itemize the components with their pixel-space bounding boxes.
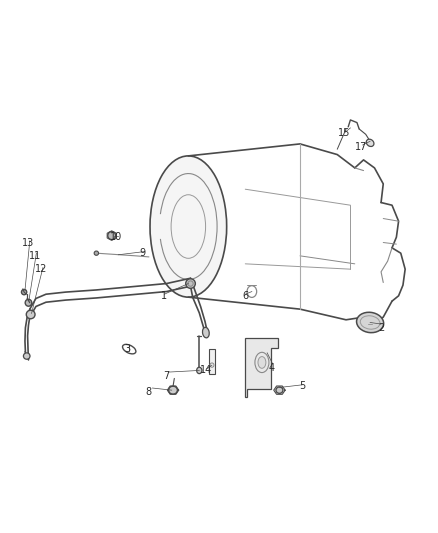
Ellipse shape [197, 367, 202, 374]
Ellipse shape [202, 327, 209, 338]
Ellipse shape [169, 386, 177, 394]
Text: 13: 13 [22, 238, 35, 247]
Text: 3: 3 [124, 344, 130, 354]
Text: 11: 11 [29, 251, 41, 261]
Ellipse shape [24, 353, 30, 359]
Text: 4: 4 [268, 363, 275, 373]
Ellipse shape [25, 300, 32, 306]
Ellipse shape [186, 279, 195, 288]
Text: 7: 7 [163, 371, 170, 381]
Text: 2: 2 [378, 323, 384, 333]
Text: 8: 8 [146, 387, 152, 397]
Text: 14: 14 [200, 366, 212, 375]
Ellipse shape [366, 139, 374, 147]
Ellipse shape [357, 312, 384, 333]
Text: 12: 12 [35, 264, 48, 274]
Text: 1: 1 [161, 291, 167, 301]
Ellipse shape [276, 387, 283, 393]
Ellipse shape [94, 251, 99, 255]
Text: 17: 17 [355, 142, 367, 151]
Polygon shape [245, 338, 278, 397]
Ellipse shape [150, 156, 227, 297]
Text: 10: 10 [110, 232, 122, 242]
Text: 5: 5 [299, 382, 305, 391]
Ellipse shape [21, 289, 27, 295]
Ellipse shape [258, 357, 266, 368]
FancyBboxPatch shape [209, 349, 215, 374]
Text: 15: 15 [338, 128, 350, 138]
Ellipse shape [108, 231, 116, 239]
Text: 9: 9 [139, 248, 145, 258]
Text: 6: 6 [242, 291, 248, 301]
Ellipse shape [26, 310, 35, 319]
